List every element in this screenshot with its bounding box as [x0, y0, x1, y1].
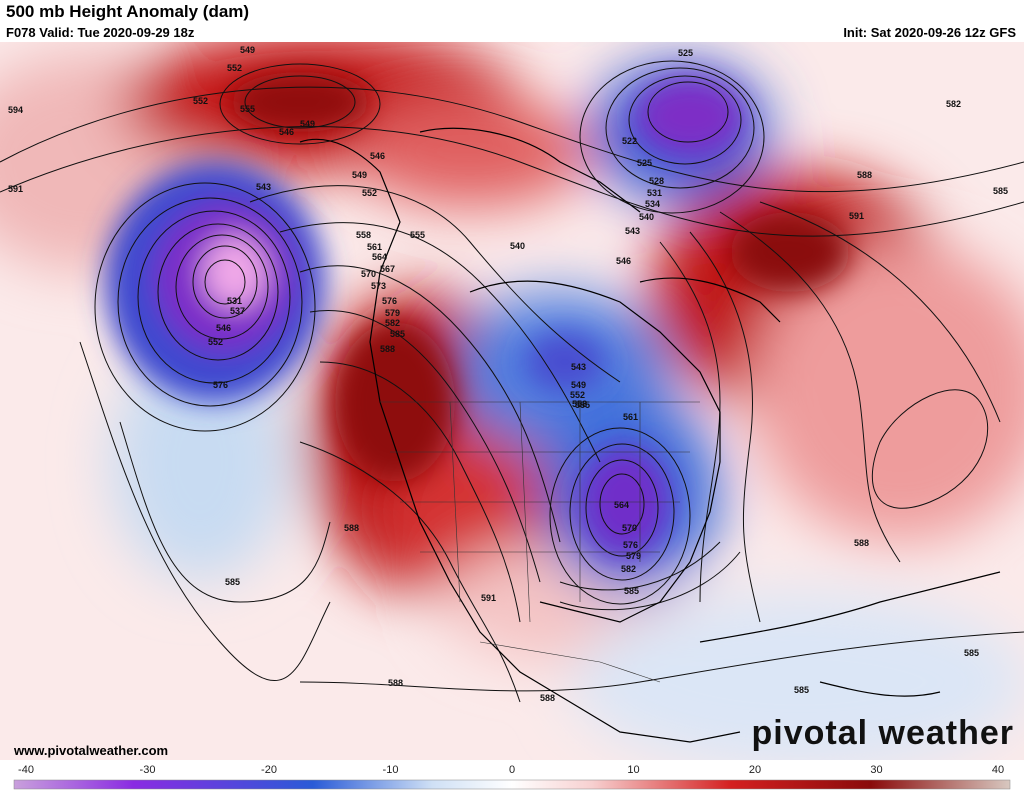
contour-label: 522 — [622, 136, 637, 146]
contour-label: 552 — [193, 96, 208, 106]
contour-label: 582 — [621, 564, 636, 574]
contour-label: 570 — [361, 269, 376, 279]
contour-label: 552 — [227, 63, 242, 73]
contour-label: 531 — [647, 188, 662, 198]
contour-label: 588 — [540, 693, 555, 703]
anomaly-shading — [0, 42, 1024, 760]
contour-label: 588 — [854, 538, 869, 548]
contour-label: 543 — [625, 226, 640, 236]
website-credit[interactable]: www.pivotalweather.com — [14, 743, 169, 758]
contour-label: 585 — [993, 186, 1008, 196]
contour-label: 549 — [571, 380, 586, 390]
contour-label: 567 — [380, 264, 395, 274]
contour-label: 579 — [626, 551, 641, 561]
contour-label: 552 — [208, 337, 223, 347]
contour-label: 588 — [857, 170, 872, 180]
contour-label: 540 — [510, 241, 525, 251]
contour-label: 561 — [367, 242, 382, 252]
contour-label: 546 — [216, 323, 231, 333]
contour-label: 540 — [639, 212, 654, 222]
contour-label: 549 — [240, 45, 255, 55]
colorbar-tick-label: 30 — [870, 764, 882, 776]
contour-label: 591 — [8, 184, 23, 194]
colorbar-tick-label: 20 — [749, 764, 761, 776]
map-title: 500 mb Height Anomaly (dam) — [6, 2, 250, 21]
contour-label: 546 — [370, 151, 385, 161]
contour-label: 582 — [385, 318, 400, 328]
contour-label: 561 — [623, 412, 638, 422]
contour-label: 576 — [213, 380, 228, 390]
colorbar-tick-label: 10 — [627, 764, 639, 776]
contour-label: 588 — [380, 344, 395, 354]
colorbar-tick-label: -40 — [18, 764, 34, 776]
contour-label: 525 — [678, 48, 693, 58]
colorbar-gradient — [13, 779, 1011, 790]
contour-label: 558 — [356, 230, 371, 240]
contour-label: 549 — [352, 170, 367, 180]
contour-label: 546 — [616, 256, 631, 266]
contour-label: 525 — [637, 158, 652, 168]
contour-label: 552 — [362, 188, 377, 198]
contour-label: 555 — [575, 400, 590, 410]
contour-labels: 594 591 549 552 552 555 546 549 546 549 … — [8, 45, 1008, 703]
contour-label: 558 — [572, 399, 587, 409]
contour-label: 573 — [371, 281, 386, 291]
header-bar: 500 mb Height Anomaly (dam) F078 Valid: … — [0, 0, 1024, 42]
map-canvas: 594 591 549 552 552 555 546 549 546 549 … — [0, 42, 1024, 760]
contour-label: 585 — [964, 648, 979, 658]
contour-label: 594 — [8, 105, 23, 115]
contour-label: 585 — [225, 577, 240, 587]
contour-label: 576 — [382, 296, 397, 306]
colorbar-tick-label: -10 — [383, 764, 399, 776]
contour-label: 543 — [256, 182, 271, 192]
contour-label: 576 — [623, 540, 638, 550]
coastlines — [299, 127, 1001, 743]
valid-time: F078 Valid: Tue 2020-09-29 18z — [6, 25, 195, 40]
colorbar-tick-label: 40 — [992, 764, 1004, 776]
contour-label: 555 — [240, 104, 255, 114]
anomaly-map[interactable]: 594 591 549 552 552 555 546 549 546 549 … — [0, 42, 1024, 760]
contour-label: 570 — [622, 523, 637, 533]
contour-label: 564 — [372, 252, 387, 262]
contour-label: 579 — [385, 308, 400, 318]
contour-label: 588 — [388, 678, 403, 688]
state-borders — [380, 401, 700, 683]
contour-label: 585 — [390, 329, 405, 339]
contour-label: 591 — [481, 593, 496, 603]
contour-label: 552 — [570, 390, 585, 400]
contour-label: 534 — [645, 199, 660, 209]
contour-label: 549 — [300, 119, 315, 129]
contour-label: 528 — [649, 176, 664, 186]
contour-label: 543 — [571, 362, 586, 372]
brand-logo: pivotal weather — [751, 714, 1014, 752]
contour-label: 531 — [227, 296, 242, 306]
colorbar-svg: -40 -30 -20 -10 0 10 20 30 40 — [13, 764, 1011, 790]
colorbar: -40 -30 -20 -10 0 10 20 30 40 — [0, 760, 1024, 791]
colorbar-tick-label: -30 — [140, 764, 156, 776]
contour-label: 582 — [946, 99, 961, 109]
colorbar-tick-label: 0 — [509, 764, 515, 776]
colorbar-tick-label: -20 — [261, 764, 277, 776]
contour-label: 537 — [230, 306, 245, 316]
contour-label: 555 — [410, 230, 425, 240]
init-time: Init: Sat 2020-09-26 12z GFS — [843, 25, 1016, 40]
colorbar-ticks: -40 -30 -20 -10 0 10 20 30 40 — [18, 764, 1004, 776]
contour-label: 591 — [849, 211, 864, 221]
contour-label: 564 — [614, 500, 629, 510]
contour-label: 585 — [624, 586, 639, 596]
contour-label: 585 — [794, 685, 809, 695]
contour-label: 588 — [344, 523, 359, 533]
contour-label: 546 — [279, 127, 294, 137]
